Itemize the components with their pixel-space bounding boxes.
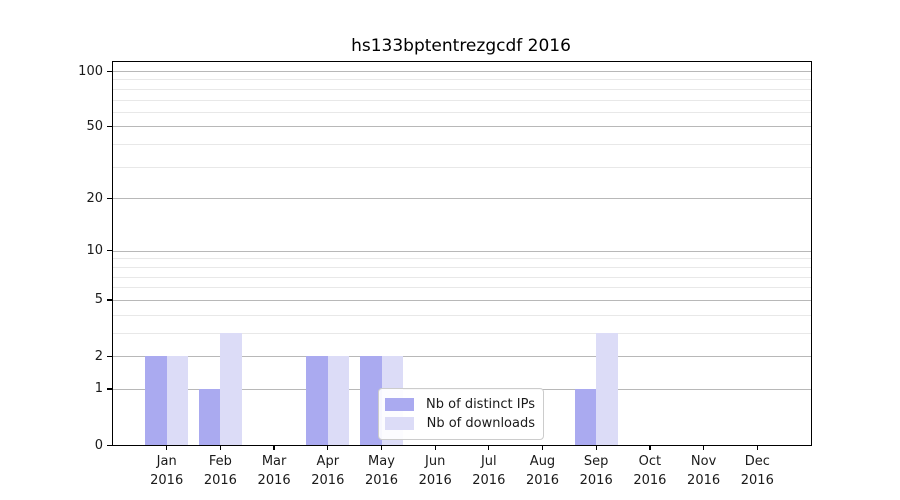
legend-label: Nb of downloads: [426, 416, 535, 431]
x-tick-mark: [488, 445, 490, 450]
x-tick-mark: [434, 445, 436, 450]
x-tick-year: 2016: [418, 473, 452, 488]
gridline-minor: [113, 79, 811, 81]
x-tick-year: 2016: [687, 473, 721, 488]
x-tick-mark: [166, 445, 168, 450]
legend-label: Nb of distinct IPs: [426, 397, 535, 412]
legend-items: Nb of distinct IPs Nb of downloads: [385, 395, 535, 433]
x-tick-year: 2016: [472, 473, 506, 488]
x-tick-year: 2016: [150, 473, 184, 488]
y-tick-label: 0: [94, 437, 103, 453]
x-tick-mark: [756, 445, 758, 450]
gridline-minor: [113, 99, 811, 101]
gridline-minor: [113, 266, 811, 268]
y-tick-mark: [107, 250, 112, 252]
legend: Nb of distinct IPs Nb of downloads: [378, 388, 544, 440]
x-tick-mark: [649, 445, 651, 450]
y-tick-label: 5: [94, 292, 103, 308]
y-tick-mark: [107, 444, 112, 446]
gridline-minor: [113, 144, 811, 146]
bar-nb-of-distinct-ips-jan: [145, 356, 167, 445]
x-tick-mark: [219, 445, 221, 450]
bar-nb-of-downloads-feb: [220, 332, 242, 445]
x-tick-mark: [703, 445, 705, 450]
gridline-minor: [113, 258, 811, 260]
x-tick-mark: [595, 445, 597, 450]
bar-nb-of-downloads-apr: [327, 356, 350, 445]
x-tick-year: 2016: [740, 473, 774, 488]
gridline-minor: [113, 287, 811, 289]
y-tick-mark: [107, 388, 112, 390]
gridline-minor: [113, 111, 811, 113]
bar-nb-of-distinct-ips-sep: [574, 388, 597, 445]
x-tick-label-feb: Feb 2016: [180, 452, 260, 490]
y-tick-label: 100: [78, 63, 103, 79]
legend-item-nb-of-distinct-ips: Nb of distinct IPs: [385, 395, 535, 414]
y-tick-mark: [107, 70, 112, 72]
x-tick-label-aug: Aug 2016: [503, 452, 583, 490]
gridline-minor: [113, 88, 811, 90]
y-tick-mark: [107, 125, 112, 128]
gridline-minor: [113, 314, 811, 316]
gridline-minor: [113, 332, 811, 334]
chart-title: hs133bptentrezgcdf 2016: [351, 36, 571, 56]
x-tick-year: 2016: [203, 473, 237, 488]
gridline-major: [113, 356, 811, 357]
x-tick-mark: [273, 445, 275, 450]
legend-swatch: [385, 417, 414, 430]
y-tick-label: 10: [86, 243, 103, 259]
x-tick-label-jul: Jul 2016: [449, 452, 529, 490]
x-tick-year: 2016: [633, 473, 667, 488]
x-tick-year: 2016: [525, 473, 560, 488]
x-tick-year: 2016: [257, 473, 291, 488]
x-tick-mark: [541, 445, 544, 450]
gridline-major: [113, 299, 811, 301]
x-tick-label-mar: Mar 2016: [234, 452, 314, 490]
gridline-minor: [113, 276, 811, 278]
x-tick-label-oct: Oct 2016: [610, 452, 690, 490]
legend-item-nb-of-downloads: Nb of downloads: [385, 414, 535, 433]
y-tick-label: 1: [94, 381, 103, 397]
x-tick-label-apr: Apr 2016: [288, 452, 368, 490]
y-tick-label: 50: [86, 118, 103, 134]
x-tick-mark: [327, 445, 329, 450]
y-tick-mark: [107, 197, 112, 200]
y-tick-label: 20: [86, 190, 103, 206]
plot-area: 0 1 2 5 10 20 50 100 Jan 2016 Feb 2016 Mar 2016 Apr 20…: [78, 61, 812, 488]
bar-nb-of-downloads-sep: [596, 332, 618, 445]
y-tick-mark: [107, 355, 112, 357]
x-tick-year: 2016: [579, 473, 613, 488]
gridline-major: [113, 126, 811, 128]
bar-nb-of-distinct-ips-apr: [306, 356, 328, 445]
gridline-minor: [113, 166, 811, 168]
x-tick-year: 2016: [364, 473, 399, 488]
x-tick-label-may: May 2016: [342, 452, 422, 490]
x-tick-year: 2016: [311, 473, 345, 488]
gridline-major: [113, 198, 811, 200]
legend-swatch: [385, 398, 414, 411]
x-tick-label-jun: Jun 2016: [395, 452, 475, 490]
x-tick-label-nov: Nov 2016: [664, 452, 744, 490]
gridline-major: [113, 250, 811, 252]
gridline-major: [113, 71, 811, 72]
y-tick-mark: [107, 299, 112, 301]
y-tick-label: 2: [94, 348, 103, 364]
x-tick-label-jan: Jan 2016: [127, 452, 207, 490]
x-tick-label-dec: Dec 2016: [717, 452, 797, 490]
bar-nb-of-distinct-ips-may: [360, 356, 382, 445]
x-tick-mark: [380, 445, 383, 450]
bar-nb-of-downloads-jan: [166, 356, 189, 445]
x-tick-label-sep: Sep 2016: [556, 452, 636, 490]
bar-nb-of-distinct-ips-feb: [198, 388, 221, 445]
